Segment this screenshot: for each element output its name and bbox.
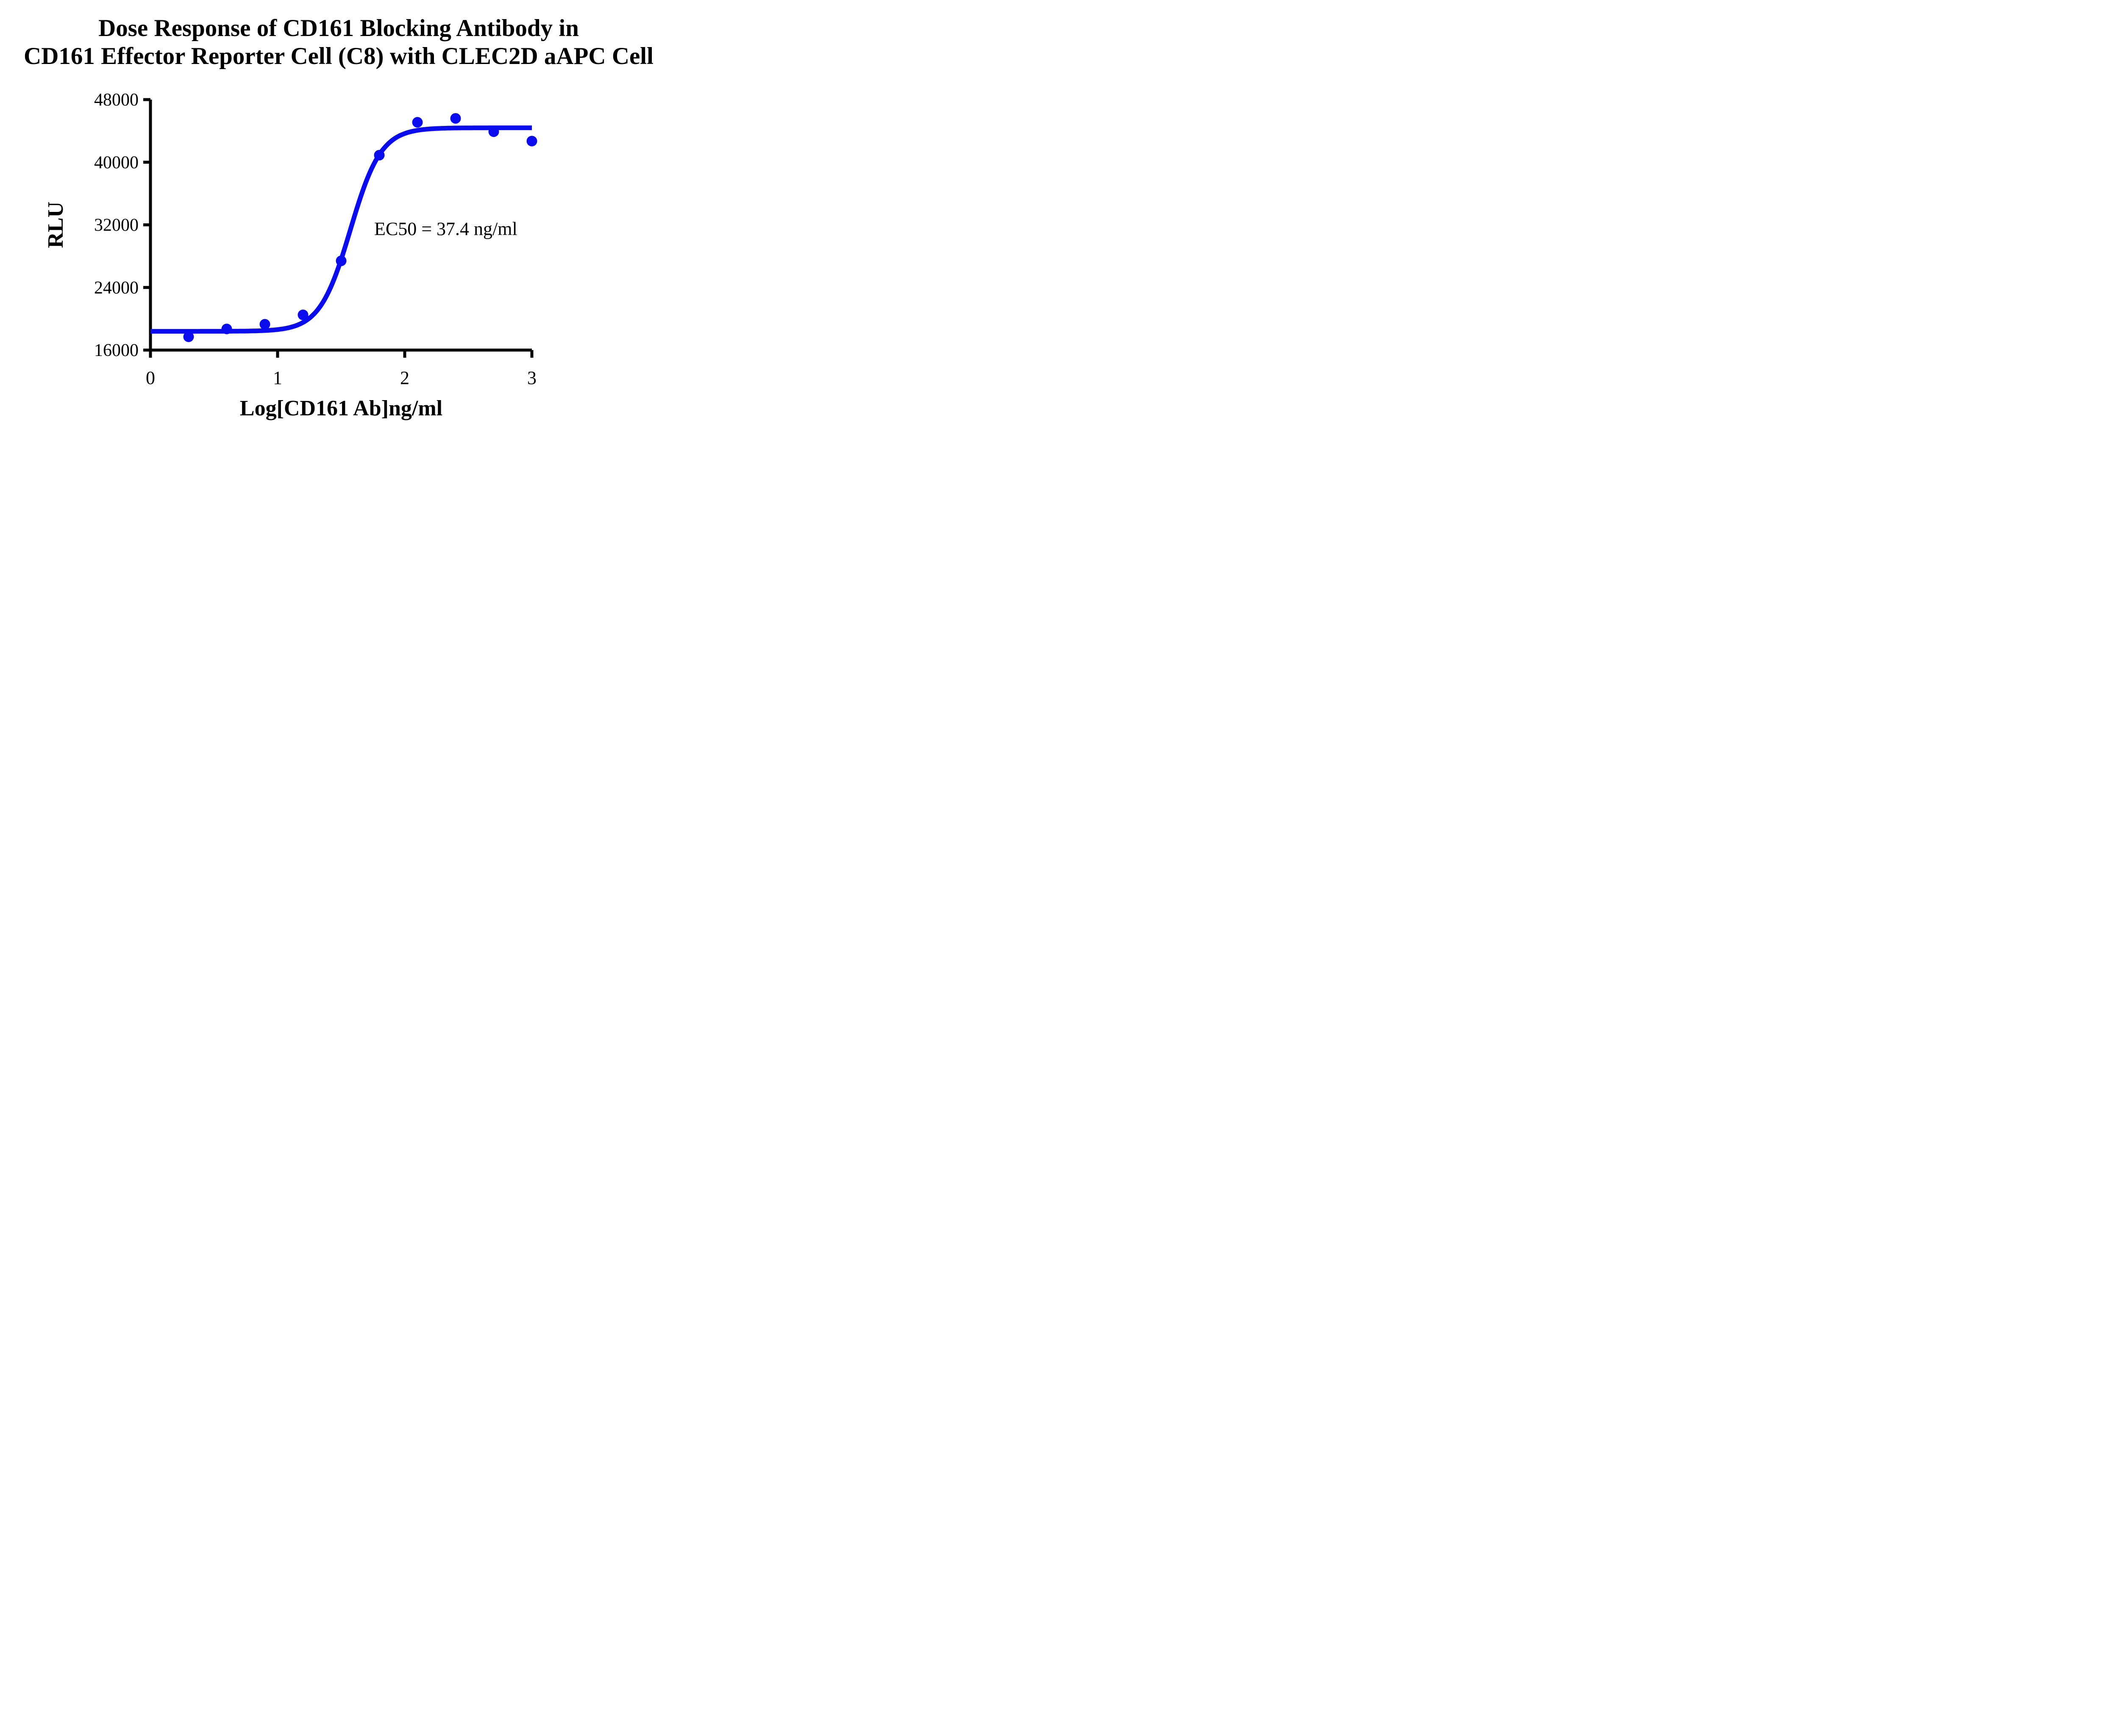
data-point [183, 331, 194, 342]
data-point [221, 323, 232, 334]
data-point [336, 255, 347, 266]
data-point [526, 136, 537, 147]
chart-title-line-1: Dose Response of CD161 Blocking Antibody… [98, 15, 579, 42]
x-tick-label: 1 [273, 367, 282, 388]
ec50-annotation: EC50 = 37.4 ng/ml [374, 219, 517, 239]
data-point [374, 150, 385, 161]
data-point [259, 319, 270, 330]
data-point [488, 126, 499, 137]
data-point [298, 309, 309, 320]
chart-title-line-2: CD161 Effector Reporter Cell (C8) with C… [24, 43, 653, 70]
y-tick-label: 24000 [94, 278, 139, 298]
chart-title: Dose Response of CD161 Blocking Antibody… [0, 14, 677, 70]
data-point [412, 117, 423, 128]
y-axis-title: RLU [44, 202, 68, 248]
y-tick-label: 32000 [94, 216, 139, 235]
x-tick-label: 0 [146, 367, 155, 388]
x-tick-label: 3 [527, 367, 537, 388]
dose-response-chart: 16000 24000 32000 40000 48000 0 1 2 3 RLU Log[CD16… [44, 90, 537, 420]
y-tick-label: 16000 [94, 341, 139, 360]
figure-canvas: Dose Response of CD161 Blocking Antibody… [0, 0, 677, 434]
y-tick-label: 40000 [94, 153, 139, 172]
data-point [450, 113, 461, 124]
x-tick-label: 2 [400, 367, 409, 388]
y-tick-label: 48000 [94, 90, 139, 110]
x-axis-title: Log[CD161 Ab]ng/ml [240, 396, 442, 420]
